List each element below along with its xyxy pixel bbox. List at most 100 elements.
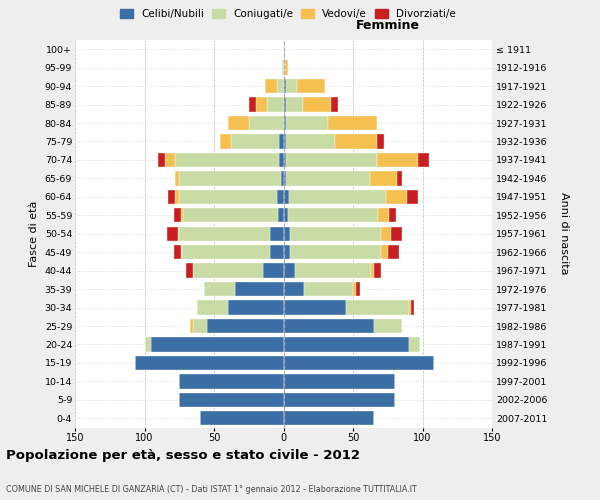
Bar — [249, 98, 256, 112]
Bar — [204, 282, 235, 296]
Bar — [284, 411, 374, 426]
Bar — [284, 319, 374, 333]
Bar — [381, 245, 388, 260]
Bar — [409, 338, 420, 351]
Bar — [175, 190, 179, 204]
Bar — [158, 152, 166, 167]
Bar — [286, 152, 377, 167]
Bar — [193, 264, 263, 278]
Bar — [263, 264, 284, 278]
Bar — [284, 338, 409, 351]
Bar — [168, 190, 175, 204]
Bar — [284, 190, 289, 204]
Bar — [284, 98, 286, 112]
Bar — [389, 208, 396, 222]
Bar — [256, 98, 267, 112]
Text: Popolazione per età, sesso e stato civile - 2012: Popolazione per età, sesso e stato civil… — [6, 450, 360, 462]
Bar — [298, 79, 325, 94]
Y-axis label: Anni di nascita: Anni di nascita — [559, 192, 569, 275]
Bar — [179, 226, 269, 241]
Bar — [353, 282, 356, 296]
Bar — [220, 134, 230, 148]
Bar — [280, 134, 284, 148]
Bar — [412, 300, 414, 315]
Bar — [378, 208, 389, 222]
Bar — [145, 338, 151, 351]
Bar — [267, 98, 284, 112]
Bar — [407, 190, 418, 204]
Bar — [286, 134, 335, 148]
Bar — [374, 264, 381, 278]
Bar — [391, 226, 401, 241]
Bar — [284, 356, 434, 370]
Bar — [179, 190, 277, 204]
Bar — [284, 208, 287, 222]
Bar — [184, 208, 278, 222]
Bar — [356, 282, 360, 296]
Bar — [178, 226, 179, 241]
Bar — [284, 79, 286, 94]
Y-axis label: Fasce di età: Fasce di età — [29, 200, 39, 267]
Bar — [284, 134, 286, 148]
Bar — [166, 152, 175, 167]
Bar — [284, 42, 285, 56]
Bar — [173, 208, 181, 222]
Bar — [207, 319, 284, 333]
Bar — [179, 171, 281, 186]
Bar — [175, 152, 280, 167]
Bar — [284, 264, 295, 278]
Bar — [295, 264, 371, 278]
Bar — [335, 134, 377, 148]
Bar — [289, 190, 386, 204]
Bar — [281, 171, 284, 186]
Bar — [286, 98, 303, 112]
Bar — [269, 245, 284, 260]
Bar — [179, 374, 284, 388]
Bar — [193, 319, 207, 333]
Bar — [386, 190, 407, 204]
Bar — [186, 264, 193, 278]
Bar — [290, 226, 381, 241]
Bar — [286, 171, 370, 186]
Bar — [175, 171, 179, 186]
Bar — [284, 60, 285, 75]
Bar — [269, 226, 284, 241]
Bar — [284, 392, 395, 407]
Bar — [284, 116, 286, 130]
Bar — [377, 134, 383, 148]
Bar — [182, 245, 269, 260]
Bar — [374, 319, 401, 333]
Bar — [181, 208, 184, 222]
Bar — [286, 116, 328, 130]
Legend: Celibi/Nubili, Coniugati/e, Vedovi/e, Divorziati/e: Celibi/Nubili, Coniugati/e, Vedovi/e, Di… — [116, 5, 460, 24]
Bar — [397, 171, 401, 186]
Bar — [303, 98, 331, 112]
Bar — [371, 264, 374, 278]
Bar — [388, 245, 399, 260]
Bar — [228, 300, 284, 315]
Bar — [290, 245, 381, 260]
Bar — [135, 356, 284, 370]
Bar — [230, 134, 280, 148]
Bar — [328, 116, 377, 130]
Text: Femmine: Femmine — [356, 19, 420, 32]
Bar — [284, 171, 286, 186]
Bar — [179, 392, 284, 407]
Bar — [280, 152, 284, 167]
Bar — [151, 338, 284, 351]
Bar — [377, 152, 418, 167]
Bar — [277, 190, 284, 204]
Bar — [278, 208, 284, 222]
Bar — [167, 226, 178, 241]
Bar — [235, 282, 284, 296]
Bar — [346, 300, 409, 315]
Bar — [228, 116, 249, 130]
Bar — [409, 300, 412, 315]
Bar — [284, 152, 286, 167]
Bar — [173, 245, 181, 260]
Bar — [181, 245, 182, 260]
Bar — [284, 300, 346, 315]
Bar — [418, 152, 430, 167]
Bar — [249, 116, 284, 130]
Bar — [277, 79, 284, 94]
